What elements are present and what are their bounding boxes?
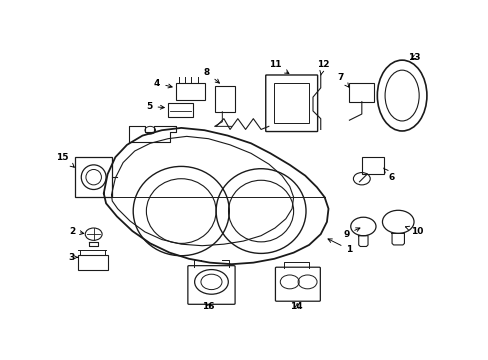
Text: 6: 6 <box>383 168 394 182</box>
Text: 4: 4 <box>154 79 172 88</box>
Text: 14: 14 <box>290 302 303 311</box>
Text: 9: 9 <box>343 228 359 239</box>
Text: 13: 13 <box>407 53 420 62</box>
Text: 11: 11 <box>268 60 288 73</box>
Text: 1: 1 <box>327 239 352 254</box>
Text: 12: 12 <box>316 60 329 75</box>
Text: 15: 15 <box>56 153 74 167</box>
Text: 3: 3 <box>69 253 78 262</box>
Text: 5: 5 <box>146 102 164 111</box>
Text: 8: 8 <box>203 68 219 83</box>
Text: 7: 7 <box>337 73 348 87</box>
Text: 10: 10 <box>405 226 423 235</box>
Text: 2: 2 <box>69 226 83 235</box>
Text: 16: 16 <box>202 302 214 311</box>
